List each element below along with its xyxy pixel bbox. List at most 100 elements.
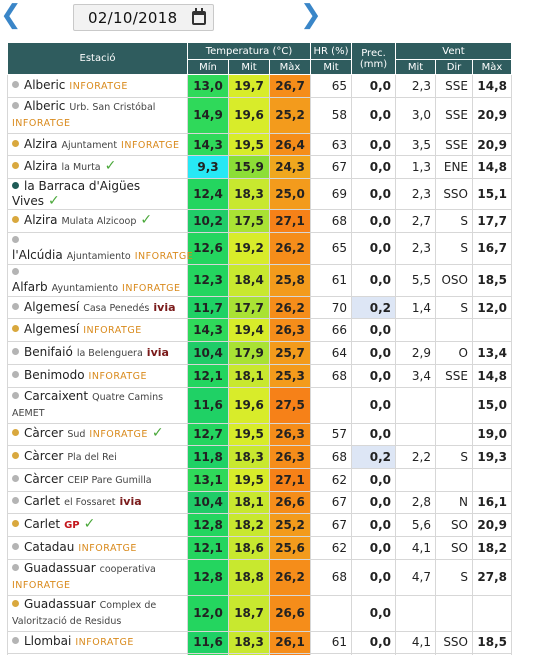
table-row[interactable]: Alberic Urb. San Cristóbal INFORATGE 14,9 19… — [7, 96, 512, 134]
wind-mit-header[interactable]: Mit — [395, 59, 436, 75]
station-cell[interactable]: Alzira Mulata Alzicoop ✓ — [7, 209, 188, 233]
table-row[interactable]: Alfarb Ayuntamiento INFORATGE 12,3 18,4 25,8 6… — [7, 263, 512, 297]
station-location: Urb. San Cristóbal — [69, 102, 156, 114]
precipitation-cell: 0,0 — [351, 490, 396, 515]
station-name[interactable]: Alzira — [24, 136, 58, 151]
table-row[interactable]: Guadassuar cooperativa INFORATGE 12,8 18,8 26… — [7, 558, 512, 596]
station-location: cooperativa — [99, 564, 156, 576]
temp-max-cell: 25,2 — [269, 513, 311, 537]
table-row[interactable]: Càrcer Sud INFORATGE ✓ 12,7 19,5 26,3 57 0,0 19,0 — [7, 422, 512, 447]
temperature-header: Temperatura (°C) — [187, 42, 311, 60]
station-name[interactable]: Carlet — [24, 517, 61, 532]
temp-min-cell: 14,9 — [187, 96, 229, 134]
station-location: Ayuntamiento — [51, 282, 119, 294]
table-row[interactable]: Algemesí Casa Penedés ivia 11,7 17,7 26,2 70 0,… — [7, 295, 512, 320]
station-name[interactable]: Alzira — [24, 159, 58, 174]
humidity-cell: 65 — [310, 74, 352, 98]
station-cell[interactable]: Llombai INFORATGE — [7, 630, 188, 655]
station-cell[interactable]: Carcaixent Quatre Camins AEMET — [7, 386, 188, 424]
station-cell[interactable]: Càrcer CEIP Pare Gumilla — [7, 467, 188, 492]
tmax-header[interactable]: Màx — [269, 59, 311, 75]
wind-mit-cell — [395, 422, 436, 447]
wind-max-cell: 20,9 — [472, 513, 512, 537]
station-name[interactable]: Càrcer — [24, 449, 64, 464]
date-picker-field[interactable]: 02/10/2018 — [73, 4, 214, 31]
table-row[interactable]: Alzira la Murta ✓ 9,3 15,9 24,3 67 0,0 1,3 ENE 14,… — [7, 155, 512, 180]
table-row[interactable]: Catadau INFORATGE 12,1 18,6 25,6 62 0,0 4,1 SO 18… — [7, 535, 512, 560]
station-cell[interactable]: Càrcer Pla del Rei — [7, 445, 188, 469]
station-name[interactable]: Algemesí — [24, 322, 80, 337]
wind-max-header[interactable]: Màx — [472, 59, 512, 75]
station-name[interactable]: la Barraca d'Aigües Vives — [12, 179, 141, 209]
table-row[interactable]: Alzira Ajuntament INFORATGE 14,3 19,5 26,4 63 0… — [7, 132, 512, 157]
station-cell[interactable]: Guadassuar Complex de Valorització de Resi… — [7, 594, 188, 632]
station-cell[interactable]: Càrcer Sud INFORATGE ✓ — [7, 422, 188, 447]
station-name[interactable]: Alfarb — [12, 279, 48, 294]
station-name[interactable]: Alberic — [24, 99, 66, 114]
station-name[interactable]: Catadau — [24, 539, 75, 554]
station-cell[interactable]: la Barraca d'Aigües Vives ✓ — [7, 178, 188, 211]
station-name[interactable]: Càrcer — [24, 426, 64, 441]
station-name[interactable]: Carlet — [24, 494, 61, 509]
station-cell[interactable]: Alberic Urb. San Cristóbal INFORATGE — [7, 96, 188, 134]
station-cell[interactable]: Carlet GP ✓ — [7, 513, 188, 537]
table-row[interactable]: la Barraca d'Aigües Vives ✓ 12,4 18,3 25,0 69… — [7, 178, 512, 211]
table-row[interactable]: Alzira Mulata Alzicoop ✓ 10,2 17,5 27,1 68 0,0 2… — [7, 209, 512, 233]
station-name[interactable]: Guadassuar — [24, 561, 96, 576]
table-row[interactable]: Càrcer Pla del Rei 11,8 18,3 26,3 68 0,2 2,2 S 19… — [7, 445, 512, 469]
wind-max-cell — [472, 318, 512, 343]
calendar-icon[interactable] — [192, 8, 206, 25]
table-row[interactable]: Llombai INFORATGE 11,6 18,3 26,1 61 0,0 4,1 SSO 1… — [7, 630, 512, 655]
temp-mit-cell: 18,1 — [228, 363, 270, 388]
station-name[interactable]: Benimodo — [24, 367, 85, 382]
table-row[interactable]: Guadassuar Complex de Valorització de Resi… — [7, 594, 512, 632]
station-cell[interactable]: Alberic INFORATGE — [7, 74, 188, 98]
station-name[interactable]: Guadassuar — [24, 597, 96, 612]
station-name[interactable]: Benifaió — [24, 344, 73, 359]
hr-mit-header[interactable]: Mit — [310, 59, 352, 75]
station-cell[interactable]: Guadassuar cooperativa INFORATGE — [7, 558, 188, 596]
tmin-header[interactable]: Mín — [187, 59, 229, 75]
station-cell[interactable]: Benimodo INFORATGE — [7, 363, 188, 388]
table-row[interactable]: l'Alcúdia Ajuntamiento INFORATGE 12,6 19,2 26… — [7, 231, 512, 265]
station-cell[interactable]: Alfarb Ayuntamiento INFORATGE — [7, 263, 188, 297]
station-name[interactable]: Carcaixent — [24, 389, 89, 403]
table-row[interactable]: Algemesí INFORATGE 14,3 19,4 26,3 66 0,0 — [7, 318, 512, 343]
previous-day-chevron-icon[interactable]: ❮ — [0, 0, 22, 30]
table-row[interactable]: Carlet el Fossaret ivia 10,4 18,1 26,6 67 0,0 2,… — [7, 490, 512, 515]
station-cell[interactable]: Alzira la Murta ✓ — [7, 155, 188, 180]
station-cell[interactable]: Carlet el Fossaret ivia — [7, 490, 188, 515]
precipitation-cell: 0,0 — [351, 630, 396, 655]
station-name[interactable]: Llombai — [24, 634, 72, 649]
station-cell[interactable]: Algemesí Casa Penedés ivia — [7, 295, 188, 320]
station-name[interactable]: Algemesí — [24, 299, 80, 314]
station-location: Casa Penedés — [83, 302, 150, 314]
tmit-header[interactable]: Mit — [228, 59, 270, 75]
network-brand-logo: INFORATGE — [121, 139, 180, 151]
station-cell[interactable]: l'Alcúdia Ajuntamiento INFORATGE — [7, 231, 193, 265]
table-row[interactable]: Alberic INFORATGE 13,0 19,7 26,7 65 0,0 2,3 SSE 1… — [7, 74, 512, 98]
precipitation-header[interactable]: Prec. (mm) — [351, 42, 396, 75]
station-name[interactable]: Alzira — [24, 212, 58, 227]
next-day-chevron-icon[interactable]: ❯ — [300, 0, 322, 30]
temp-min-cell: 12,1 — [187, 535, 229, 560]
station-cell[interactable]: Benifaió la Belenguera ivia — [7, 341, 188, 365]
station-cell[interactable]: Algemesí INFORATGE — [7, 318, 188, 343]
table-row[interactable]: Càrcer CEIP Pare Gumilla 13,1 19,5 27,1 62 0,0 — [7, 467, 512, 492]
temp-mit-cell: 19,6 — [228, 96, 270, 134]
table-row[interactable]: MontserratCasadalt✓13,218,827,2490,07,1O… — [7, 653, 512, 655]
table-row[interactable]: Carlet GP ✓ 12,8 18,2 25,2 67 0,0 5,6 SO 20,9 — [7, 513, 512, 537]
station-header[interactable]: Estació — [7, 42, 188, 75]
table-row[interactable]: Carcaixent Quatre Camins AEMET 11,6 19,6 27,5… — [7, 386, 512, 424]
station-cell[interactable]: Alzira Ajuntament INFORATGE — [7, 132, 188, 157]
station-name[interactable]: l'Alcúdia — [12, 247, 63, 262]
station-cell[interactable]: Catadau INFORATGE — [7, 535, 188, 560]
wind-max-cell: 18,5 — [472, 630, 512, 655]
station-name[interactable]: Alberic — [24, 77, 66, 92]
wind-dir-header[interactable]: Dir — [435, 59, 473, 75]
station-name[interactable]: Càrcer — [24, 471, 64, 486]
table-row[interactable]: Benimodo INFORATGE 12,1 18,1 25,3 68 0,0 3,4 SSE… — [7, 363, 512, 388]
wind-dir-cell — [435, 318, 473, 343]
precipitation-cell: 0,0 — [351, 594, 396, 632]
table-row[interactable]: Benifaió la Belenguera ivia 10,4 17,9 25,7 64 0… — [7, 341, 512, 365]
